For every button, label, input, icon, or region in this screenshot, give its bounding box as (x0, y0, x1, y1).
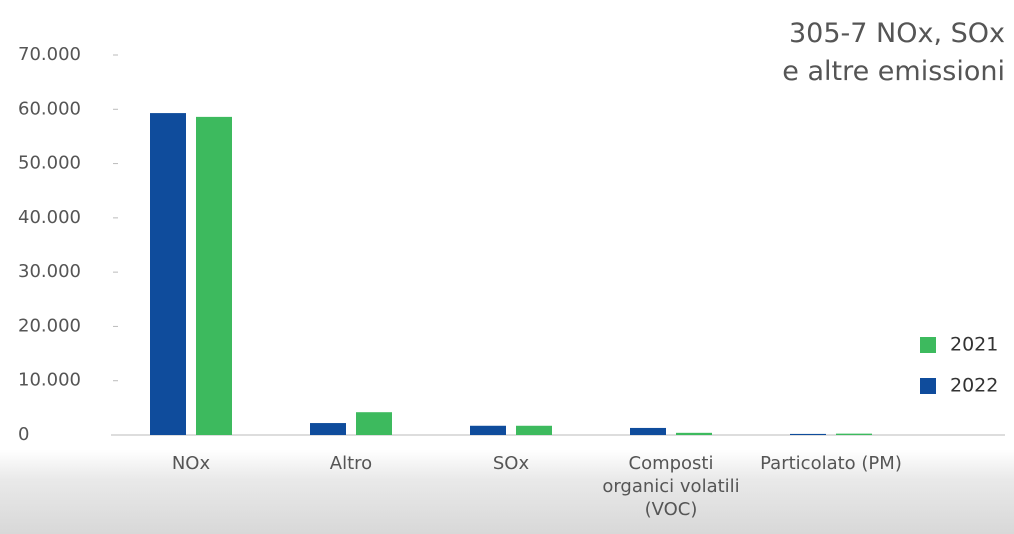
bar (196, 116, 232, 435)
y-tick-label: 10.000 (18, 370, 81, 391)
y-tick-label: 20.000 (18, 315, 81, 336)
bar (676, 432, 712, 435)
bar (470, 425, 506, 435)
y-tick-label: 60.000 (18, 98, 81, 119)
y-tick-label: 0 (18, 424, 29, 445)
x-tick-label: Altro (329, 453, 373, 474)
y-tick-label: 70.000 (18, 44, 81, 65)
legend-label: 2021 (950, 334, 998, 356)
bar (790, 433, 826, 435)
legend-label: 2022 (950, 375, 998, 397)
y-tick-label: 50.000 (18, 153, 81, 174)
legend-swatch (920, 337, 936, 353)
bar (516, 425, 552, 435)
chart-title: 305-7 NOx, SOx (789, 18, 1005, 49)
chart-title: e altre emissioni (782, 56, 1005, 87)
bar (630, 427, 666, 435)
bar (836, 433, 872, 435)
x-tick-label: Particolato (PM) (760, 453, 902, 474)
bar (356, 412, 392, 435)
x-tick-label: Composti organici volatili (VOC) (602, 453, 740, 520)
x-tick-label: NOx (171, 453, 211, 474)
y-tick-label: 40.000 (18, 207, 81, 228)
bar (310, 423, 346, 435)
x-tick-label: SOx (492, 453, 530, 474)
legend-swatch (920, 378, 936, 394)
bar (150, 113, 186, 435)
y-tick-label: 30.000 (18, 261, 81, 282)
